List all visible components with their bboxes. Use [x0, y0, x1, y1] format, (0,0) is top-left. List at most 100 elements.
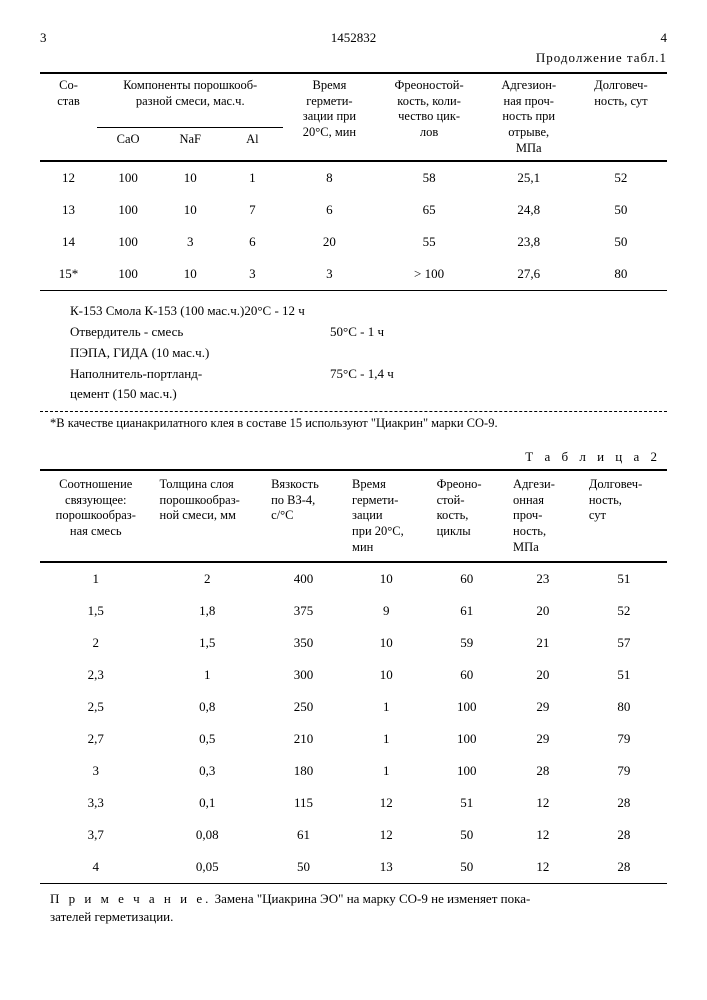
table-cell: 250: [263, 691, 344, 723]
table-cell: 1: [40, 562, 152, 595]
table-cell: 3,3: [40, 787, 152, 819]
t1-h-seal-time: Времягермети-зации при20°С, мин: [283, 73, 375, 161]
t2-h-ratio: Соотношениесвязующее:порошкообраз-ная см…: [40, 470, 152, 562]
table-cell: 1,5: [152, 627, 264, 659]
table-cell: 350: [263, 627, 344, 659]
table-cell: 80: [581, 691, 667, 723]
table-row: 30,318011002879: [40, 755, 667, 787]
table-cell: 3: [159, 226, 221, 258]
table-cell: 12: [505, 819, 581, 851]
table-cell: 28: [505, 755, 581, 787]
table-cell: > 100: [376, 258, 483, 291]
page-num-right: 4: [661, 30, 668, 46]
table-row: 1310010766524,850: [40, 194, 667, 226]
table-cell: 10: [344, 562, 429, 595]
table-cell: 1: [344, 755, 429, 787]
table-cell: 60: [429, 562, 505, 595]
table-cell: 2,5: [40, 691, 152, 723]
table-cell: 14: [40, 226, 97, 258]
table-cell: 12: [344, 819, 429, 851]
table-cell: 50: [429, 819, 505, 851]
table-cell: 29: [505, 723, 581, 755]
note-2: П р и м е ч а н и е. Замена "Циакрина ЭО…: [50, 890, 667, 926]
table-cell: 100: [429, 723, 505, 755]
table-cell: 100: [429, 691, 505, 723]
table-cell: 52: [575, 161, 667, 194]
table-cell: 375: [263, 595, 344, 627]
table-cell: 400: [263, 562, 344, 595]
t2-h-thickness: Толщина слояпорошкообраз-ной смеси, мм: [152, 470, 264, 562]
note-line-3-label: Наполнитель-портланд-цемент (150 мас.ч.): [70, 364, 330, 406]
table-row: 2,50,825011002980: [40, 691, 667, 723]
patent-number: 1452832: [47, 30, 661, 46]
table-cell: 1: [344, 723, 429, 755]
table-1: Со-став Компоненты порошкооб-разной смес…: [40, 72, 667, 291]
table-row: 2,70,521011002979: [40, 723, 667, 755]
table-cell: 20: [283, 226, 375, 258]
table-cell: 10: [344, 627, 429, 659]
table-cell: 100: [97, 161, 159, 194]
page-header: 3 1452832 4: [40, 30, 667, 46]
table-row: 3,30,111512511228: [40, 787, 667, 819]
table-row: 1240010602351: [40, 562, 667, 595]
table-row: 1410036205523,850: [40, 226, 667, 258]
table-cell: 25,1: [483, 161, 575, 194]
table-cell: 12: [344, 787, 429, 819]
table-cell: 100: [97, 258, 159, 291]
table-cell: 20: [505, 595, 581, 627]
table-cell: 1: [221, 161, 283, 194]
table-cell: 8: [283, 161, 375, 194]
table-row: 15*1001033> 10027,680: [40, 258, 667, 291]
note-line-1: К-153 Смола К-153 (100 мас.ч.)20°С - 12 …: [70, 301, 667, 322]
table-cell: 0,3: [152, 755, 264, 787]
t1-h-cao: CaO: [97, 128, 159, 162]
table-cell: 50: [575, 194, 667, 226]
table-cell: 52: [581, 595, 667, 627]
table-cell: 100: [97, 226, 159, 258]
note-2-label: П р и м е ч а н и е.: [50, 891, 211, 906]
table-2: Соотношениесвязующее:порошкообраз-ная см…: [40, 469, 667, 884]
t1-h-naf: NaF: [159, 128, 221, 162]
table-cell: 59: [429, 627, 505, 659]
table-cell: 3: [40, 755, 152, 787]
table-row: 1,51,83759612052: [40, 595, 667, 627]
table-cell: 6: [283, 194, 375, 226]
table-cell: 10: [159, 258, 221, 291]
table-cell: 100: [97, 194, 159, 226]
table-row: 21,535010592157: [40, 627, 667, 659]
table-cell: 2: [40, 627, 152, 659]
table-cell: 29: [505, 691, 581, 723]
table-cell: 23,8: [483, 226, 575, 258]
table-cell: 79: [581, 723, 667, 755]
t1-h-al: Al: [221, 128, 283, 162]
table-cell: 9: [344, 595, 429, 627]
table-cell: 50: [429, 851, 505, 884]
table-cell: 10: [159, 194, 221, 226]
note-line-2-value: 50°С - 1 ч: [330, 322, 384, 364]
table-cell: 1: [152, 659, 264, 691]
table-cell: 13: [344, 851, 429, 884]
table-cell: 1,5: [40, 595, 152, 627]
table2-label: Т а б л и ц а 2: [40, 449, 661, 465]
note-line-2-label: Отвердитель - смесьПЭПА, ГИДА (10 мас.ч.…: [70, 322, 330, 364]
notes-block: К-153 Смола К-153 (100 мас.ч.)20°С - 12 …: [70, 301, 667, 405]
note-line-3-value: 75°С - 1,4 ч: [330, 364, 394, 406]
table-cell: 1: [344, 691, 429, 723]
table-cell: 28: [581, 787, 667, 819]
table-cell: 27,6: [483, 258, 575, 291]
t2-h-durability: Долговеч-ность,сут: [581, 470, 667, 562]
table-cell: 55: [376, 226, 483, 258]
t1-h-adhesion: Адгезион-ная проч-ность приотрыве,МПа: [483, 73, 575, 161]
table-cell: 210: [263, 723, 344, 755]
t1-h-composition: Со-став: [40, 73, 97, 161]
table-cell: 1,8: [152, 595, 264, 627]
t1-body: 1210010185825,1521310010766524,850141003…: [40, 161, 667, 291]
table-cell: 12: [505, 787, 581, 819]
table-cell: 2: [152, 562, 264, 595]
table-row: 2,3130010602051: [40, 659, 667, 691]
table-cell: 4: [40, 851, 152, 884]
table-cell: 61: [263, 819, 344, 851]
table-cell: 3,7: [40, 819, 152, 851]
table-cell: 58: [376, 161, 483, 194]
table-row: 40,055013501228: [40, 851, 667, 884]
